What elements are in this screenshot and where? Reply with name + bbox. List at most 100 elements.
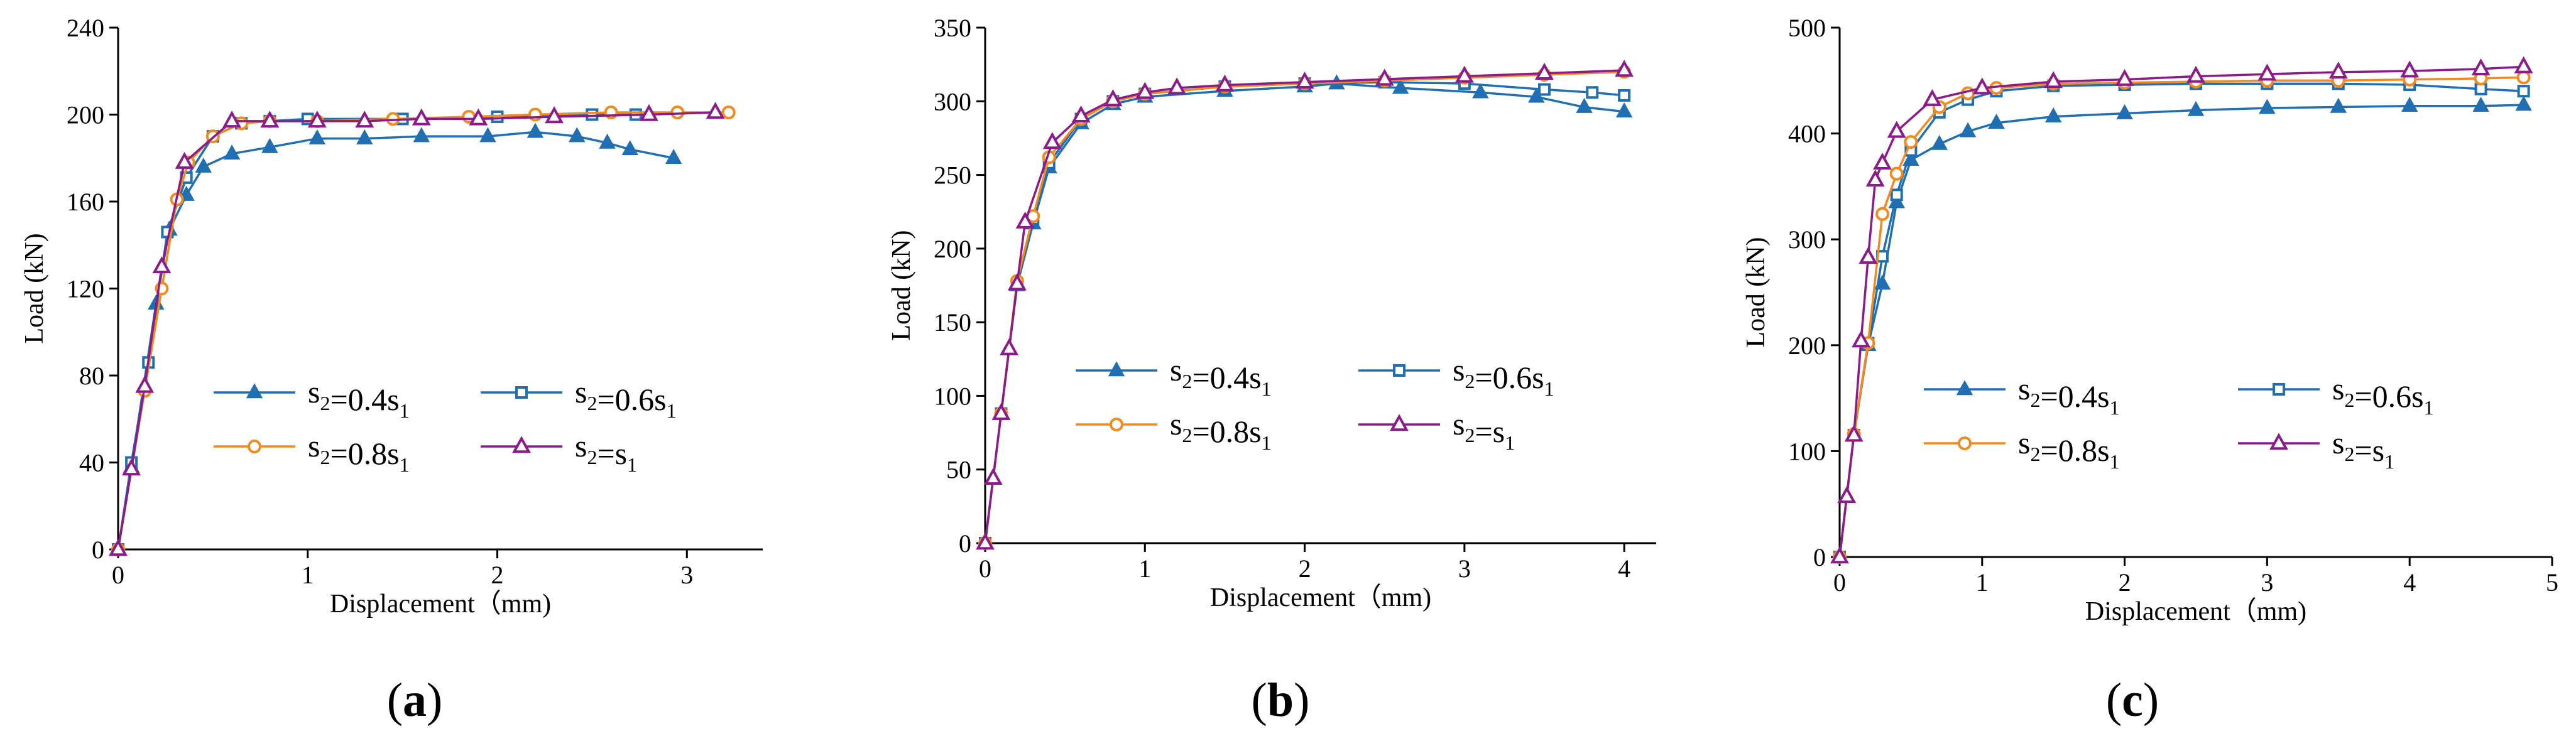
series-2 [1833,77,2530,563]
data-point [527,122,544,138]
panel-label: (a) [387,674,443,727]
data-point [976,532,995,550]
x-axis-title: Displacement（mm) [330,590,551,619]
x-axis-title: Displacement（mm) [2085,597,2306,626]
data-point [413,127,430,143]
panel-label: (c) [2106,674,2159,727]
y-tick-label: 200 [1788,332,1826,360]
data-point [308,129,326,144]
data-point [1875,207,1890,221]
y-tick-label: 240 [67,14,104,42]
data-point [528,107,542,122]
data-point [1923,89,1942,106]
series-line [117,111,716,550]
data-point [122,458,141,476]
data-point [1538,83,1551,96]
data-point [2259,99,2276,114]
data-point [1844,424,1864,442]
x-tick-label: 3 [2261,568,2273,597]
y-tick-label: 150 [934,308,971,337]
x-tick-label: 2 [2119,568,2131,597]
legend-marker [1110,418,1123,431]
data-point [1007,273,1027,291]
y-tick-label: 300 [934,87,971,116]
data-point [545,106,564,124]
data-point [469,108,488,126]
legend-label: s2=0.8s1 [2018,425,2120,473]
data-point [721,105,736,120]
legend-item: s2=0.8s1 [214,428,410,476]
data-point [1472,83,1489,99]
data-point [2400,60,2420,78]
legend-label: s2=0.6s1 [2332,371,2434,419]
y-tick-label: 250 [934,161,971,190]
legend-label: s2=0.4s1 [2018,371,2120,419]
data-point [1392,78,1409,94]
data-point [586,108,599,121]
y-tick-label: 50 [946,456,971,484]
legend-label: s2=0.8s1 [308,428,410,476]
data-point [1959,122,1977,138]
series-line [1838,65,2524,558]
data-point [1972,77,1992,95]
data-point [1375,68,1394,86]
x-tick-label: 4 [2403,568,2416,597]
legend-marker [248,440,261,453]
data-point [1904,135,1918,149]
data-point [2401,97,2418,112]
data-point [1873,153,1892,170]
legend-item: s2=0.4s1 [1076,352,1272,400]
data-point [479,127,496,143]
legend-label: s2=0.6s1 [575,374,677,422]
y-tick-label: 0 [959,529,971,558]
legend-marker [1956,380,1973,396]
data-point [621,140,639,156]
data-point [1887,121,1906,138]
data-point [1618,89,1631,102]
legend-marker [515,386,528,399]
data-point [1615,102,1633,117]
y-tick-label: 350 [934,14,971,42]
series-line [984,70,1625,544]
y-tick-label: 0 [1813,543,1826,571]
data-point [983,468,1003,485]
data-point [665,149,682,164]
legend-item: s2=0.6s1 [481,374,677,422]
chart-panel-1: 0 40 80 120 160 200 240 0 1 2 3 Displacement（mm) Loa… [20,14,763,727]
legend: s2=0.4s1 s2=0.6s1 s2=0.8s1 s2=s1 [1076,352,1554,454]
series-line [1838,104,2524,558]
data-point [412,108,431,126]
data-point [2474,82,2487,95]
y-tick-label: 160 [67,188,104,216]
data-point [1135,82,1155,99]
series-4 [1830,56,2533,564]
legend-label: s2=0.4s1 [1170,352,1272,400]
series-3 [111,105,736,556]
legend-label: s2=s1 [2332,425,2394,473]
data-point [1837,486,1857,504]
x-tick-label: 2 [491,561,504,589]
data-point [2472,97,2489,112]
legend-label: s2=s1 [575,428,637,476]
series-line [984,81,1625,544]
data-point [2330,97,2347,113]
data-point [1454,65,1474,83]
data-point [355,111,374,128]
y-axis-title: Load (kN) [20,233,49,343]
series-1 [109,122,682,556]
data-point [1167,77,1187,95]
data-point [1103,89,1123,107]
data-point [1865,169,1885,187]
legend-marker [1958,436,1972,450]
x-tick-label: 3 [680,561,693,589]
legend-item: s2=0.6s1 [1358,352,1554,400]
data-point [670,105,685,120]
x-tick-label: 1 [1138,554,1151,583]
y-tick-label: 80 [79,362,104,390]
legend-item: s2=s1 [1358,406,1515,454]
legend-item: s2=0.4s1 [1924,371,2120,419]
legend-item: s2=0.4s1 [214,374,410,422]
legend-marker [1108,361,1125,377]
legend-marker [2269,433,2288,450]
data-point [109,539,128,556]
